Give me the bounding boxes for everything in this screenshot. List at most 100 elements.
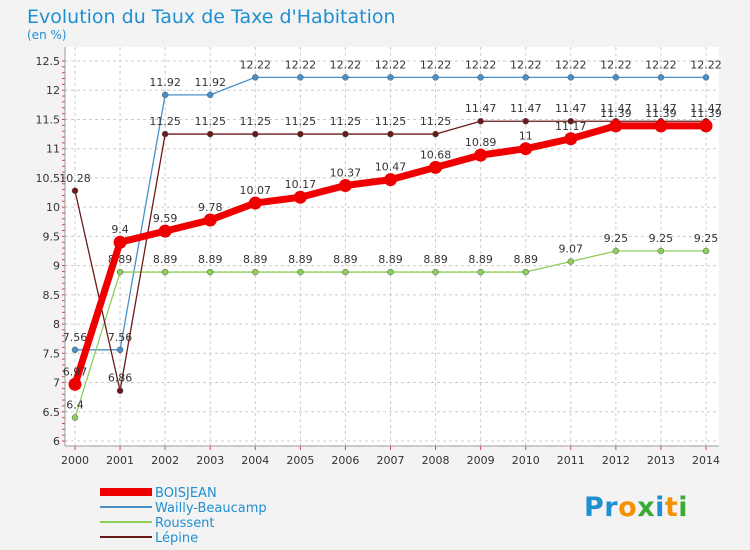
data-point [387,74,394,81]
x-tick-label: 2006 [331,454,359,467]
data-label: 12.22 [375,58,407,71]
x-tick-label: 2007 [377,454,405,467]
data-point [387,130,394,138]
data-point [293,190,307,204]
data-label: 9.59 [153,212,178,225]
data-label: 6.4 [66,399,84,412]
data-point [68,377,82,391]
data-point [384,173,397,187]
logo-letter: x [637,492,656,523]
legend-label: Roussent [155,516,215,531]
data-label: 8.89 [468,253,493,266]
x-tick-label: 2002 [151,454,179,467]
data-label: 6.97 [63,365,88,378]
x-tick-label: 2001 [106,454,134,467]
y-tick-label: 6 [53,435,60,448]
x-tick-label: 2013 [647,454,675,467]
data-point [432,74,439,81]
data-point [158,224,172,238]
data-label: 10.47 [375,161,407,174]
logo-letter: i [678,492,689,523]
data-point [567,74,575,81]
data-label: 11.39 [600,107,632,120]
data-label: 8.89 [513,253,538,266]
x-tick-label: 2010 [512,454,540,467]
data-point [297,74,304,81]
data-label: 7.56 [63,331,88,344]
data-point [567,117,575,125]
data-point [474,148,488,162]
data-point [477,74,484,81]
data-label: 11.25 [240,115,272,128]
data-label: 11.25 [149,115,181,128]
data-label: 11.47 [555,102,587,115]
x-tick-label: 2014 [692,454,720,467]
data-label: 11.47 [600,102,632,115]
y-tick-label: 7.5 [43,347,61,360]
data-point [71,414,79,421]
x-tick-label: 2008 [422,454,450,467]
chart-title: Evolution du Taux de Taxe d'Habitation [27,6,396,28]
data-point [116,346,124,354]
data-label: 7.56 [108,331,133,344]
y-tick-label: 9 [53,260,60,273]
data-point [206,91,214,99]
data-label: 11.47 [510,102,542,115]
data-label: 8.89 [378,253,403,266]
unit-label: (en %) [27,28,67,42]
y-tick-label: 8 [53,318,60,331]
data-label: 11.39 [690,107,722,120]
x-tick-label: 2004 [241,454,269,467]
y-tick-label: 11.5 [36,113,61,126]
logo-letter: t [664,492,679,523]
data-point [342,268,349,276]
data-label: 8.89 [198,253,223,266]
x-tick-label: 2011 [557,454,585,467]
legend-label: Lépine [155,531,198,546]
data-label: 9.25 [604,232,629,245]
x-tick-label: 2009 [467,454,495,467]
data-label: 9.78 [198,201,223,214]
data-label: 10.89 [465,136,497,149]
data-label: 12.22 [465,58,497,71]
data-label: 9.4 [111,223,129,236]
data-point [161,130,169,138]
data-label: 8.89 [153,253,178,266]
data-point [522,74,529,81]
data-point [519,142,533,156]
data-point [522,268,529,276]
data-label: 11.25 [375,115,407,128]
plot-area [65,47,719,446]
legend-label: Wailly-Beaucamp [155,501,267,516]
data-point [699,119,713,133]
y-tick-label: 8.5 [43,289,61,302]
data-label: 8.89 [423,253,448,266]
data-point [429,160,443,174]
data-label: 8.89 [288,253,313,266]
data-point [203,213,217,227]
data-label: 12.22 [240,58,272,71]
data-label: 12.22 [285,58,317,71]
data-point [612,247,620,255]
y-tick-label: 9.5 [43,230,61,243]
data-label: 10.28 [59,172,91,185]
x-tick-label: 2005 [286,454,314,467]
data-point [113,235,127,249]
data-point [297,268,304,276]
data-label: 8.89 [333,253,358,266]
y-tick-label: 12.5 [36,55,61,68]
data-point [252,268,259,276]
data-point [116,268,124,276]
y-tick-label: 10 [46,201,60,214]
logo-letter: o [618,492,638,523]
data-label: 11.47 [645,102,677,115]
data-point [206,268,214,276]
y-tick-label: 10.5 [36,172,61,185]
data-label: 12.22 [420,58,452,71]
data-point [161,268,169,276]
data-label: 9.25 [694,232,719,245]
data-label: 11.25 [285,115,317,128]
data-label: 11.17 [555,120,587,133]
data-point [71,346,79,354]
data-point [564,132,578,146]
